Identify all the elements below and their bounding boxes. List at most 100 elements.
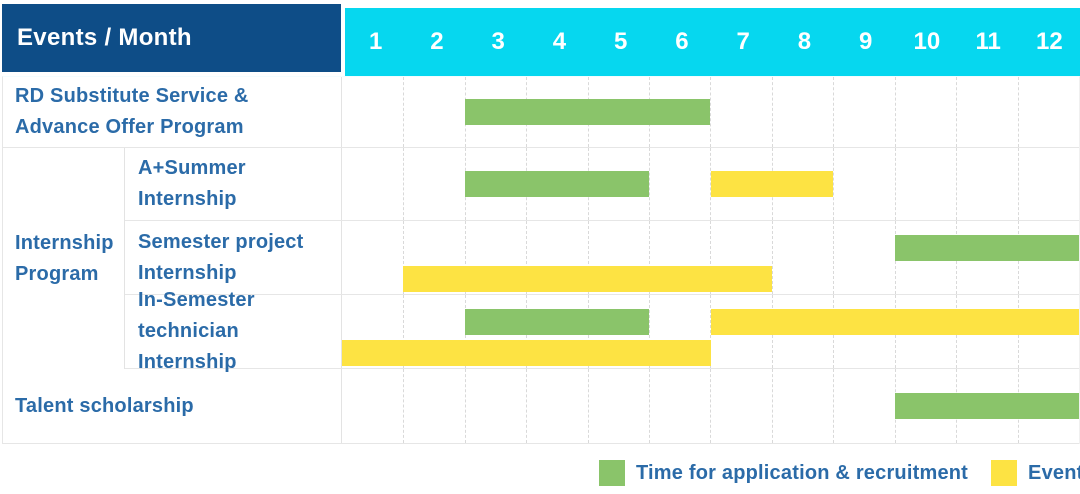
month-gridline [588,221,651,294]
row-label: In-Semester technician Internship [125,289,342,373]
month-gridline [711,369,773,443]
month-gridline [649,369,712,443]
row-chart-area [342,77,1079,147]
month-gridline [465,369,528,443]
month-gridline [895,77,958,147]
legend-swatch-application [599,460,625,486]
row-chart-area [342,221,1079,294]
month-header-9: 9 [858,28,873,55]
month-gridline [649,148,712,220]
month-header-3: 3 [491,28,505,55]
legend-item-application: Time for application & recruitment [599,460,968,486]
month-gridline [465,221,528,294]
application-bar [464,171,650,197]
month-gridline [772,77,835,147]
row-chart-area [342,369,1079,443]
row-label-line: RD Substitute Service & [15,85,249,107]
month-header-12: 12 [1036,28,1063,55]
months-header: 1 2 3 4 5 6 7 8 9 10 11 12 [345,8,1080,76]
event-bar [342,340,711,366]
legend-swatch-event [991,460,1018,486]
month-gridline [895,148,958,220]
month-gridline [403,221,466,294]
legend: Time for application & recruitment Events [599,460,1080,486]
application-bar [464,99,711,125]
month-gridline [342,369,405,443]
month-gridline [956,77,1019,147]
table-row: Semester project Internship [125,221,1079,295]
row-chart-area [342,295,1079,368]
month-gridline [711,221,773,294]
month-header-10: 10 [913,28,941,55]
table-body: RD Substitute Service & Advance Offer Pro… [2,76,1080,444]
event-bar [710,171,834,197]
row-label-line: Internship [138,261,237,284]
month-gridline [833,221,896,294]
row-label-line: Internship [15,231,114,254]
month-gridline [526,221,589,294]
corner-header-cell: Events / Month [2,4,341,72]
row-label-line: Program [15,262,99,285]
table-row: A+Summer Internship [125,148,1079,221]
month-gridline [342,295,405,368]
legend-item-event: Events [991,460,1080,486]
month-gridline [588,148,651,220]
month-header-7: 7 [736,28,750,55]
month-header-4: 4 [552,28,567,55]
row-label-line: A+Summer [138,157,246,179]
row-label-line: In-Semester [138,289,255,311]
month-gridline [649,77,712,147]
row-label-line: technician Internship [138,320,239,373]
table-row: In-Semester technician Internship [125,289,1079,373]
month-gridline [833,148,896,220]
month-gridline [649,221,712,294]
table-header-row: Events / Month 1 2 3 4 5 6 7 8 9 10 11 12 [2,4,1080,76]
group-rows: A+Summer Internship Semester project Intern… [125,148,1079,373]
month-header-5: 5 [613,28,628,55]
month-header-6: 6 [675,28,689,55]
month-gridline [833,77,896,147]
month-gridline [342,148,405,220]
month-gridline [711,77,773,147]
row-label-line: Semester project [138,230,304,253]
month-header-2: 2 [430,28,444,55]
row-label: Talent scholarship [3,369,342,443]
corner-header-label: Events / Month [17,24,192,51]
month-header-8: 8 [797,28,812,55]
month-gridline [772,369,835,443]
row-label: RD Substitute Service & Advance Offer Pro… [3,77,342,147]
row-chart-area [342,148,1079,220]
month-gridline [526,369,589,443]
event-bar [710,309,1079,335]
month-gridline [588,295,651,368]
schedule-table: Events / Month 1 2 3 4 5 6 7 8 9 10 11 12 RD Substi… [2,4,1080,444]
row-label: A+Summer Internship [125,148,342,220]
table-row: RD Substitute Service & Advance Offer Pro… [3,77,1079,148]
month-gridline [588,369,651,443]
month-gridline [342,221,405,294]
row-label-line: Talent scholarship [15,394,194,417]
legend-label-application: Time for application & recruitment [636,461,969,484]
group-label: Internship Program [3,148,125,369]
legend-label-event: Events [1028,461,1080,484]
month-gridline [342,77,405,147]
month-gridline [403,369,466,443]
month-gridline [772,221,835,294]
application-bar [894,393,1079,419]
application-bar [894,235,1079,261]
month-header-1: 1 [368,28,383,55]
month-gridline [403,77,466,147]
application-bar [464,309,650,335]
month-gridline [956,148,1019,220]
month-header-11: 11 [975,28,1001,55]
month-gridline [833,369,896,443]
month-gridline [403,148,466,220]
row-label: Semester project Internship [125,221,342,294]
row-group-internship-program: Internship Program A+Summer Internship Semes… [3,148,1079,373]
event-bar [403,266,772,292]
row-label-line: Advance Offer Program [15,116,244,138]
row-label-line: Internship [138,188,237,210]
table-row: Talent scholarship [3,369,1079,444]
month-gridline [772,148,835,220]
